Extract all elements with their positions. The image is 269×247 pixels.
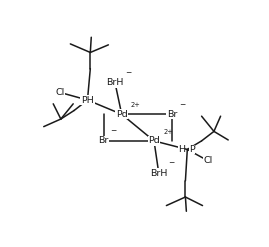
Text: PH: PH xyxy=(81,96,94,104)
Text: −: − xyxy=(179,100,185,109)
Text: BrH: BrH xyxy=(106,78,124,87)
Text: Cl: Cl xyxy=(55,88,65,97)
Text: Br: Br xyxy=(167,110,177,119)
Text: −: − xyxy=(125,68,131,77)
Text: −: − xyxy=(169,159,175,167)
Text: Br: Br xyxy=(98,136,109,145)
Text: Pd: Pd xyxy=(116,110,128,119)
Text: P: P xyxy=(189,145,195,154)
Text: Pd: Pd xyxy=(148,136,160,145)
Text: 2+: 2+ xyxy=(131,102,141,108)
Text: Cl: Cl xyxy=(204,156,213,165)
Text: −: − xyxy=(110,126,116,136)
Text: BrH: BrH xyxy=(150,169,168,178)
Text: 2+: 2+ xyxy=(163,129,173,135)
Text: H: H xyxy=(178,145,185,154)
